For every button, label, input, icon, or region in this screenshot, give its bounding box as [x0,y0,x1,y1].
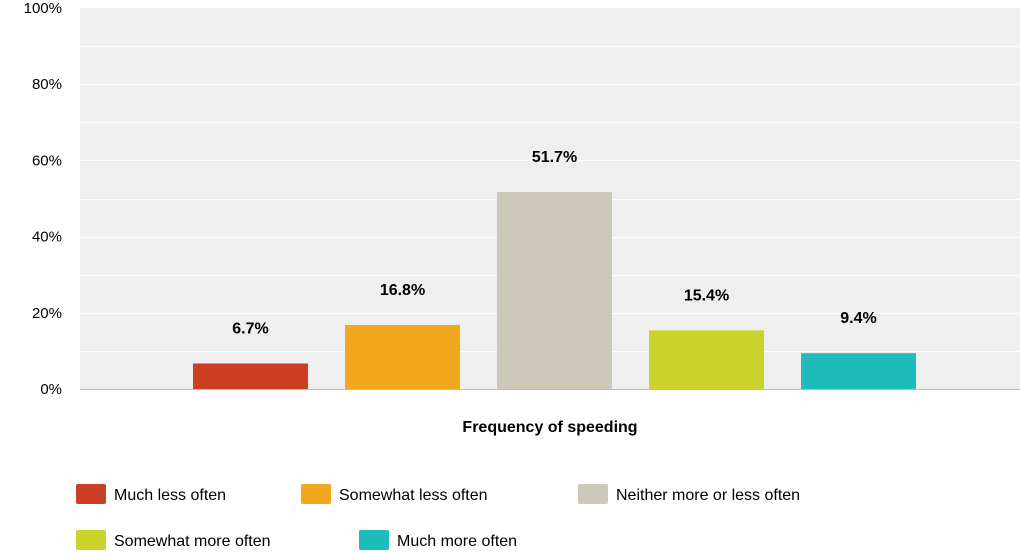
y-tick-label: 40% [32,229,62,246]
bar-value-label: 6.7% [232,320,268,337]
y-tick-label: 60% [32,152,62,169]
legend-swatch [359,530,389,550]
legend-label: Much more often [397,533,517,550]
bar [497,192,612,389]
bar-value-label: 16.8% [380,282,425,299]
y-tick-label: 80% [32,76,62,93]
legend-label: Somewhat less often [339,487,488,504]
legend-swatch [578,484,608,504]
legend-swatch [301,484,331,504]
bar [649,330,764,389]
bar [345,324,460,389]
y-tick-label: 20% [32,305,62,322]
y-axis-ticks: 0% 20% 40% 60% 80% 100% [24,0,62,398]
bars [193,192,916,389]
bar-value-label: 15.4% [684,287,729,304]
legend-swatch [76,530,106,550]
legend-swatch [76,484,106,504]
bar-value-label: 51.7% [532,149,577,166]
value-labels: 6.7% 16.8% 51.7% 15.4% 9.4% [232,149,876,337]
legend-label: Much less often [114,487,226,504]
legend: Much less often Somewhat less often Neithe… [76,484,800,550]
legend-label: Somewhat more often [114,533,271,550]
bar-value-label: 9.4% [840,310,876,327]
y-tick-label: 0% [40,381,62,398]
bar [193,363,308,389]
bar [801,353,916,389]
x-axis-title: Frequency of speeding [462,419,637,436]
y-tick-label: 100% [24,0,62,17]
legend-label: Neither more or less often [616,487,800,504]
